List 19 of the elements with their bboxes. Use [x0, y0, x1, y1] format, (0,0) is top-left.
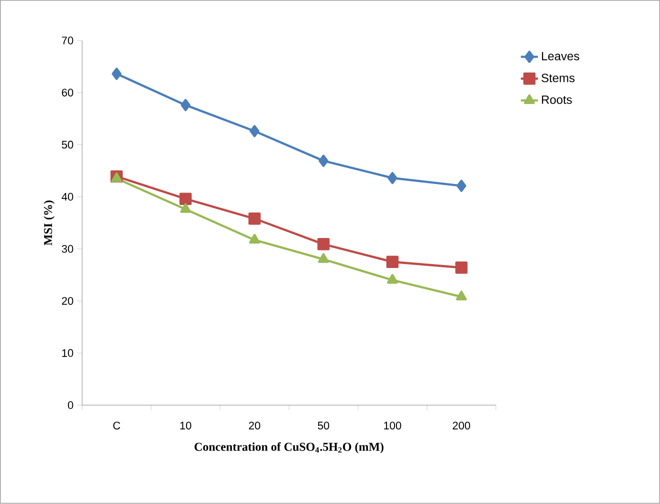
y-tick-label: 50: [62, 140, 74, 149]
y-axis-title: MSI (%): [44, 200, 55, 246]
y-tick-label: 70: [62, 36, 74, 45]
legend-label: Leaves: [542, 52, 580, 60]
y-tick-label: 40: [62, 193, 74, 201]
y-tick-label: 10: [62, 349, 74, 358]
legend-label: Stems: [542, 74, 575, 82]
y-tick-label: 60: [62, 88, 74, 97]
x-axis-title: Concentration of CuSO$_{4}$.5H$_{2}$O (mM): [194, 442, 384, 454]
y-tick-label: 20: [62, 297, 74, 305]
y-tick-label: 30: [62, 245, 74, 253]
legend-label: Roots: [542, 96, 572, 104]
x-tick-label: 200: [452, 422, 470, 430]
y-tick-label: 0: [68, 401, 74, 410]
x-tick-label: C: [113, 422, 120, 430]
x-tick-label: 50: [318, 422, 330, 430]
x-tick-label: 20: [248, 422, 260, 430]
x-tick-label: 100: [384, 422, 402, 430]
x-tick-label: 10: [180, 422, 192, 430]
